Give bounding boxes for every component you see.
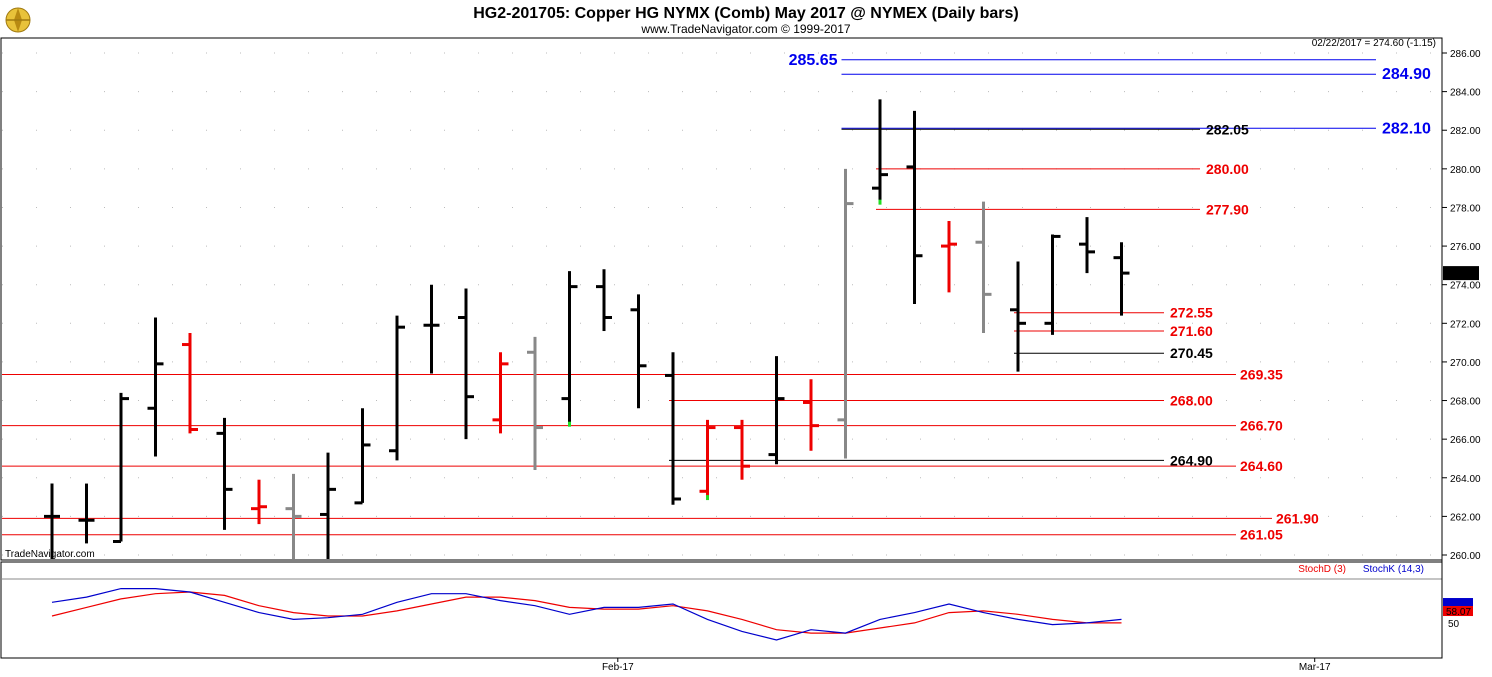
level-label: 268.00	[1170, 393, 1213, 409]
y-tick-label: 282.00	[1450, 126, 1481, 137]
logo-icon	[5, 7, 31, 33]
ohlc-bar	[768, 356, 785, 465]
x-tick-label: Feb-17	[602, 662, 634, 673]
level-label: 271.60	[1170, 323, 1213, 339]
level-label: 264.90	[1170, 452, 1213, 468]
level-label: 272.55	[1170, 305, 1213, 321]
stochd-value-box	[1443, 606, 1473, 617]
ohlc-bar	[1079, 217, 1095, 274]
signal-marker	[568, 421, 571, 427]
indicator-value-label: 58.07	[1446, 607, 1471, 618]
stochk-value-box	[1443, 598, 1473, 607]
ohlc-bar	[389, 315, 405, 461]
stochd-legend: StochD (3)	[1298, 564, 1346, 575]
y-tick-label: 266.00	[1450, 435, 1481, 446]
ohlc-bar	[44, 483, 60, 559]
y-tick-label: 260.00	[1450, 551, 1481, 562]
x-tick-label: Mar-17	[1299, 662, 1331, 673]
indicator-ref-label: 50	[1448, 619, 1460, 630]
last-price-box	[1443, 266, 1479, 281]
price-panel	[0, 37, 1443, 561]
ohlc-bar	[699, 419, 716, 501]
ohlc-bar	[492, 352, 509, 434]
ohlc-bar	[665, 352, 681, 505]
y-tick-label: 284.00	[1450, 88, 1481, 99]
ohlc-bar	[320, 452, 336, 559]
ohlc-bar	[906, 110, 923, 304]
ohlc-bar	[113, 392, 129, 543]
signal-marker	[706, 495, 709, 501]
ohlc-bar	[251, 479, 267, 525]
ohlc-bar	[527, 336, 543, 471]
level-label: 285.65	[789, 52, 838, 69]
ohlc-bar	[596, 269, 612, 332]
level-label: 264.60	[1240, 458, 1283, 474]
stochk-line	[51, 588, 1122, 641]
y-tick-label: 270.00	[1450, 358, 1481, 369]
ohlc-bar	[1113, 242, 1130, 316]
ohlc-bar	[458, 288, 474, 440]
price-info: 02/22/2017 = 274.60 (-1.15)	[1312, 38, 1436, 49]
ohlc-bar	[78, 483, 95, 544]
ohlc-bar	[941, 220, 957, 293]
y-tick-label: 274.00	[1450, 281, 1481, 292]
ohlc-bar	[182, 332, 198, 434]
ohlc-bar	[423, 284, 440, 374]
stochk-legend: StochK (14,3)	[1363, 564, 1424, 575]
y-tick-label: 280.00	[1450, 165, 1481, 176]
ohlc-bar	[561, 271, 578, 427]
level-label: 270.45	[1170, 345, 1213, 361]
y-tick-label: 272.00	[1450, 319, 1481, 330]
ohlc-bar	[354, 408, 371, 505]
y-tick-label: 268.00	[1450, 397, 1481, 408]
level-label: 269.35	[1240, 366, 1283, 382]
indicator-panel	[0, 561, 1443, 659]
stochd-line	[51, 591, 1122, 634]
ohlc-bar	[630, 294, 647, 409]
ohlc-bar	[837, 168, 854, 459]
level-label: 266.70	[1240, 418, 1283, 434]
ohlc-bar	[147, 317, 164, 457]
ohlc-bar	[1010, 261, 1026, 372]
y-tick-label: 286.00	[1450, 49, 1481, 60]
ohlc-bar	[872, 99, 888, 205]
chart-title: HG2-201705: Copper HG NYMX (Comb) May 20…	[473, 5, 1019, 22]
level-label: 282.05	[1206, 121, 1249, 137]
ohlc-bar	[803, 379, 819, 451]
watermark: TradeNavigator.com	[5, 549, 95, 560]
level-label: 280.00	[1206, 161, 1249, 177]
ohlc-bar	[285, 473, 302, 559]
ohlc-bar	[734, 419, 750, 480]
y-tick-label: 276.00	[1450, 242, 1481, 253]
ohlc-bar	[1044, 234, 1061, 335]
level-label: 261.05	[1240, 527, 1283, 543]
y-tick-label: 262.00	[1450, 512, 1481, 523]
level-label: 261.90	[1276, 510, 1319, 526]
y-tick-label: 278.00	[1450, 203, 1481, 214]
level-label: 277.90	[1206, 201, 1249, 217]
level-label: 282.10	[1382, 120, 1431, 137]
chart-subtitle: www.TradeNavigator.com © 1999-2017	[640, 22, 850, 36]
last-price-label: 274.60	[1446, 269, 1477, 280]
ohlc-bar	[216, 417, 233, 530]
level-label: 284.90	[1382, 66, 1431, 83]
ohlc-bar	[975, 201, 992, 333]
signal-marker	[878, 199, 882, 205]
y-tick-label: 264.00	[1450, 474, 1481, 485]
